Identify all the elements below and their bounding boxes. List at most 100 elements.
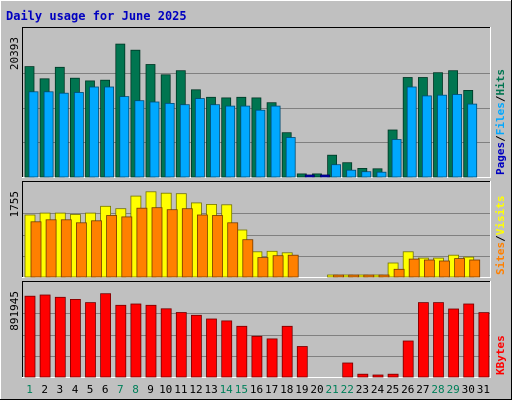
x-tick-label-16: 16: [250, 383, 263, 396]
bar-files-day-1: [28, 91, 39, 178]
bar-kbytes-day-29: [448, 308, 460, 378]
bar-files-day-14: [225, 105, 236, 178]
x-tick-label-23: 23: [356, 383, 369, 396]
bar-files-day-22: [346, 169, 357, 178]
x-axis-labels: 1 2 3 4 5 6 7 8 9 10 11 12 13 14 15 16 17 18 19 20 21 22 23 24 2…: [26, 383, 490, 396]
bar-files-day-16: [255, 109, 266, 178]
bar-sites-day-28: [439, 260, 450, 278]
legend-item-pages: Pages: [494, 142, 507, 175]
bar-sites-day-22: [348, 274, 360, 278]
legend-item-visits: Visits: [494, 196, 507, 236]
bar-files-day-3: [58, 92, 69, 178]
bar-kbytes-day-15: [236, 325, 248, 378]
bar-files-day-30: [467, 103, 478, 178]
bar-files-day-24: [376, 171, 387, 178]
x-tick-label-11: 11: [174, 383, 187, 396]
bar-files-day-12: [194, 98, 205, 178]
bar-sites-day-24: [378, 274, 390, 278]
bar-sites-day-25: [393, 268, 405, 278]
bar-kbytes-day-26: [402, 340, 414, 378]
x-tick-label-6: 6: [102, 383, 109, 396]
bar-sites-day-12: [196, 214, 208, 278]
bar-kbytes-day-9: [145, 304, 157, 378]
x-tick-label-1: 1: [26, 383, 33, 396]
bar-sites-day-11: [181, 208, 193, 278]
x-tick-label-24: 24: [371, 383, 385, 396]
x-tick-label-14: 14: [220, 383, 234, 396]
bar-kbytes-day-5: [85, 302, 96, 378]
x-tick-label-10: 10: [159, 383, 172, 396]
panel-legend: Sites/Visits: [494, 196, 507, 276]
bar-files-day-29: [452, 94, 463, 178]
bar-files-day-28: [437, 94, 447, 178]
chart-title: Daily usage for June 2025: [6, 9, 187, 23]
x-tick-label-4: 4: [72, 383, 79, 396]
bar-files-day-17: [270, 105, 281, 178]
bar-kbytes-day-25: [387, 373, 399, 378]
bar-kbytes-day-4: [70, 298, 81, 378]
legend-separator: /: [494, 135, 507, 142]
x-tick-label-2: 2: [41, 383, 48, 396]
x-tick-label-22: 22: [341, 383, 354, 396]
bar-kbytes-day-16: [251, 335, 263, 378]
x-tick-label-19: 19: [295, 383, 308, 396]
x-tick-label-7: 7: [117, 383, 124, 396]
bar-kbytes-day-7: [115, 304, 127, 378]
bar-kbytes-day-30: [463, 303, 475, 378]
bar-files-day-7: [119, 96, 130, 178]
bar-files-day-9: [149, 101, 160, 178]
bar-kbytes-day-27: [417, 302, 429, 378]
bar-sites-day-26: [408, 258, 420, 278]
bar-files-day-5: [89, 86, 99, 178]
panel-max-label: 20393: [8, 37, 21, 70]
bar-kbytes-day-31: [478, 312, 490, 378]
x-tick-label-31: 31: [477, 383, 490, 396]
bar-files-day-18: [285, 137, 296, 178]
legend-separator: /: [494, 95, 507, 102]
bar-sites-day-9: [151, 207, 163, 278]
x-tick-label-3: 3: [56, 383, 63, 396]
bar-kbytes-day-18: [281, 325, 293, 378]
bar-files-day-15: [240, 105, 251, 178]
bar-files-day-10: [164, 103, 175, 178]
bar-sites-day-2: [45, 219, 57, 278]
legend-item-hits: Hits: [494, 69, 507, 96]
legend-item-files: Files: [494, 102, 507, 135]
bar-files-day-6: [104, 86, 114, 178]
bar-sites-day-4: [76, 222, 87, 278]
chart-panels: 20393Pages/Files/Hits1755Sites/Visits891…: [8, 27, 507, 378]
bar-sites-day-16: [257, 257, 269, 278]
panel-legend: KBytes: [494, 335, 507, 375]
bar-kbytes-day-17: [266, 338, 278, 378]
bar-kbytes-day-3: [54, 296, 66, 378]
bar-kbytes-day-23: [357, 373, 369, 378]
bar-kbytes-day-28: [433, 302, 444, 378]
bar-files-day-27: [421, 95, 432, 178]
x-tick-label-26: 26: [401, 383, 414, 396]
panel-max-label: 891945: [8, 291, 21, 331]
bar-files-day-13: [210, 104, 220, 178]
bar-kbytes-day-1: [24, 295, 36, 378]
bar-sites-day-6: [106, 215, 117, 278]
bar-sites-day-8: [136, 207, 148, 278]
panel-kbytes: 891945 KBytes: [8, 281, 507, 378]
bar-files-day-21: [331, 164, 342, 178]
x-tick-label-27: 27: [416, 383, 429, 396]
x-tick-label-9: 9: [147, 383, 154, 396]
x-tick-label-18: 18: [280, 383, 293, 396]
bar-sites-day-29: [454, 258, 466, 278]
x-tick-label-13: 13: [204, 383, 217, 396]
bar-kbytes-day-11: [175, 312, 187, 378]
panel-max-label: 1755: [8, 191, 21, 218]
bar-sites-day-15: [242, 239, 254, 278]
bar-kbytes-day-14: [221, 320, 233, 378]
bar-files-day-8: [134, 100, 145, 178]
bar-sites-day-14: [227, 222, 239, 278]
bar-kbytes-day-10: [160, 308, 172, 378]
bar-files-day-4: [74, 92, 84, 178]
x-tick-label-17: 17: [265, 383, 278, 396]
x-tick-label-5: 5: [87, 383, 94, 396]
